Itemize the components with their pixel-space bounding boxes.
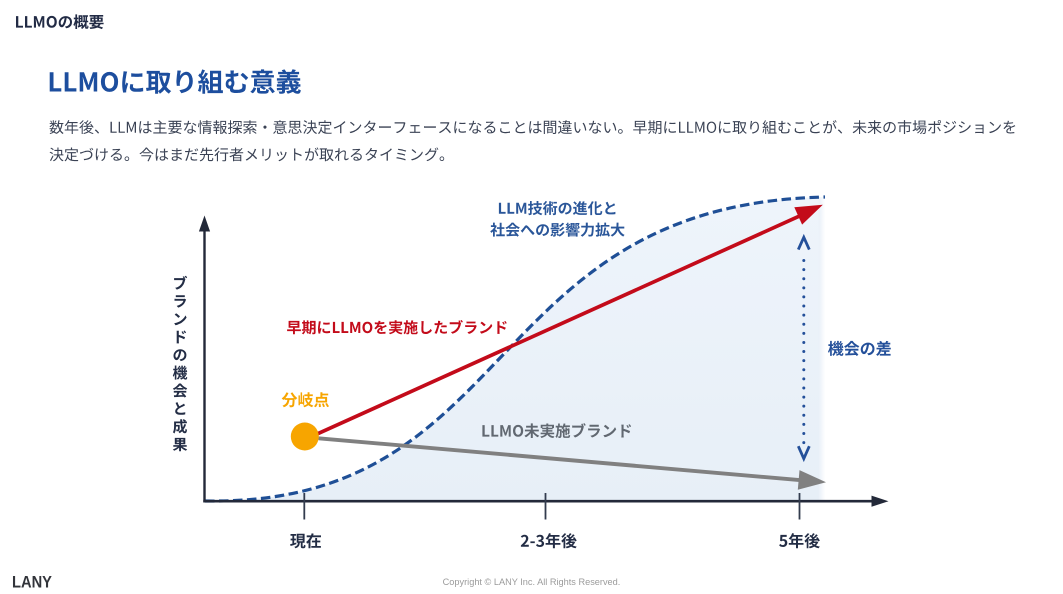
svg-text:LANY: LANY [12, 574, 53, 592]
svg-text:Copyright © LANY Inc. All Righ: Copyright © LANY Inc. All Rights Reserve… [443, 577, 621, 587]
